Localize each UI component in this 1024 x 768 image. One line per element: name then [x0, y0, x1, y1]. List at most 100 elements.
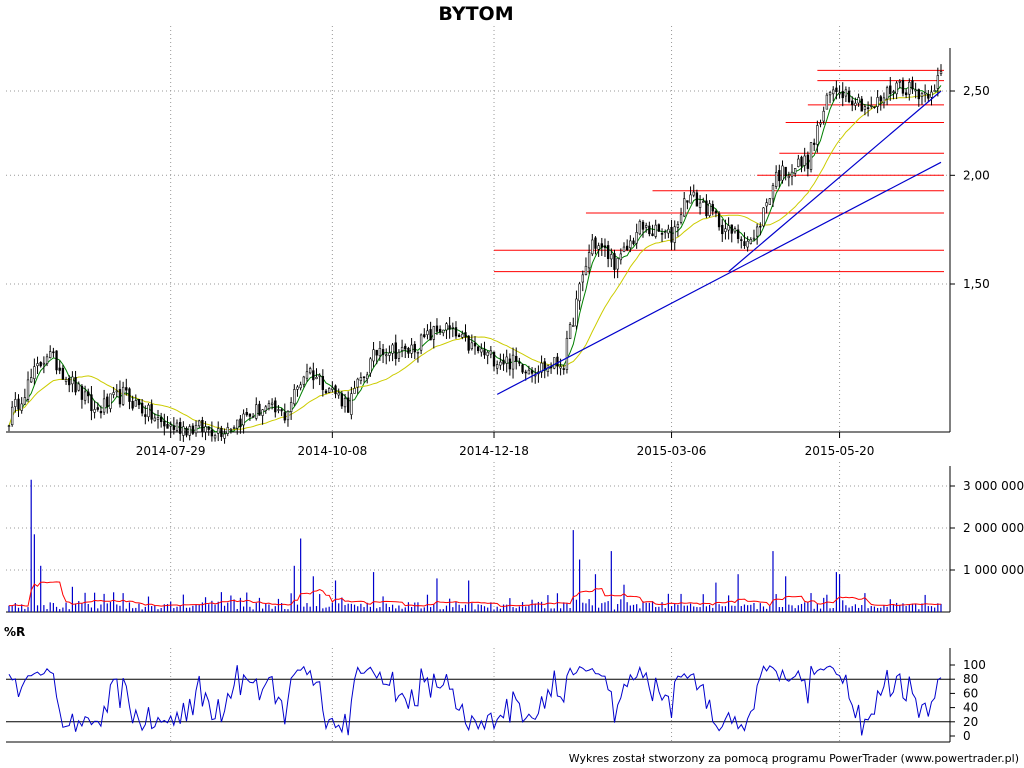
candle-body: [454, 327, 458, 337]
candle-body: [385, 354, 388, 357]
candle-body: [153, 417, 156, 422]
candle-body: [207, 426, 210, 430]
candle-body: [660, 233, 664, 235]
candle-body: [892, 91, 895, 93]
candle-body: [502, 359, 505, 365]
candle-body: [448, 325, 451, 330]
candle-body: [369, 358, 372, 374]
candle-body: [733, 228, 737, 233]
candle-body: [819, 122, 822, 125]
candle-body: [397, 351, 401, 359]
candle-body: [714, 210, 718, 214]
candle-body: [204, 426, 207, 433]
candle-body: [492, 351, 496, 367]
candle-body: [851, 100, 854, 106]
candle-body: [768, 198, 771, 205]
candle-body: [80, 385, 84, 400]
candle-body: [470, 342, 474, 350]
candle-body: [236, 419, 239, 429]
candle-body: [664, 231, 667, 233]
candle-body: [863, 106, 867, 110]
candle-body: [375, 349, 378, 356]
candle-body: [530, 370, 534, 374]
candle-body: [286, 411, 290, 421]
wr-y-tick-label: 100: [963, 658, 986, 672]
candle-body: [267, 403, 271, 409]
candle-body: [857, 97, 860, 104]
candle-body: [131, 400, 134, 409]
candle-body: [299, 384, 302, 389]
price-y-tick-label: 1,50: [963, 277, 990, 291]
candle-body: [692, 191, 695, 196]
price-y-tick-label: 2,50: [963, 84, 990, 98]
candle-body: [632, 240, 635, 245]
candle-body: [625, 245, 629, 251]
candle-body: [616, 257, 619, 270]
candle-body: [102, 398, 106, 413]
candle-body: [683, 198, 686, 217]
candle-body: [220, 427, 223, 437]
wr-y-tick-label: 80: [963, 672, 978, 686]
candle-body: [670, 227, 673, 243]
candle-body: [828, 91, 832, 96]
candle-body: [648, 225, 651, 235]
wr-y-tick-label: 60: [963, 686, 978, 700]
price-x-tick-label: 2014-12-18: [459, 444, 529, 458]
candle-body: [610, 254, 613, 260]
candle-body: [334, 385, 337, 395]
candle-body: [898, 81, 901, 83]
candle-body: [489, 350, 493, 355]
candle-body: [923, 92, 927, 95]
candle-body: [308, 368, 312, 374]
candle-body: [350, 393, 353, 415]
candle-body: [423, 334, 426, 338]
candle-body: [128, 388, 131, 402]
candle-body: [587, 252, 591, 269]
candle-body: [144, 414, 147, 417]
candle-body: [410, 344, 413, 354]
candle-body: [14, 399, 17, 407]
candle-body: [654, 224, 657, 237]
candle-body: [467, 335, 470, 351]
candle-body: [762, 207, 765, 227]
candle-body: [553, 357, 556, 369]
candle-body: [432, 326, 435, 340]
volume-y-tick-label: 3 000 000: [963, 479, 1024, 493]
candle-body: [676, 224, 680, 228]
candle-body: [822, 110, 825, 122]
candle-body: [137, 398, 141, 406]
volume-average-line: [9, 581, 942, 607]
candle-body: [702, 201, 705, 203]
price-panel: 1,50 2,00 2,50 2014-07-29 2014-10-08 2014-12-…: [6, 26, 990, 458]
candle-body: [920, 93, 924, 97]
candle-body: [90, 394, 93, 412]
candle-body: [115, 390, 118, 393]
candle-body: [112, 392, 115, 395]
candle-body: [140, 402, 144, 414]
candle-body: [71, 376, 74, 385]
indicator-title: %R: [4, 625, 25, 639]
candle-body: [302, 376, 305, 385]
candle-body: [885, 87, 889, 100]
wr-y-tick-label: 40: [963, 701, 978, 715]
candle-body: [505, 356, 508, 364]
candle-body: [832, 89, 835, 95]
candle-body: [435, 325, 439, 332]
candle-body: [746, 240, 749, 248]
candle-body: [93, 409, 96, 413]
candle-body: [496, 364, 499, 369]
candle-body: [445, 323, 448, 331]
candle-body: [356, 378, 359, 388]
candle-body: [562, 368, 565, 370]
wr-y-tick-label: 0: [963, 729, 971, 743]
candle-body: [52, 351, 55, 354]
candle-body: [64, 378, 68, 382]
candle-body: [400, 346, 404, 351]
candle-body: [911, 80, 914, 90]
candle-body: [717, 213, 721, 228]
candle-body: [549, 366, 553, 369]
candle-body: [708, 203, 711, 216]
candle-body: [882, 97, 886, 104]
candle-body: [258, 403, 261, 416]
